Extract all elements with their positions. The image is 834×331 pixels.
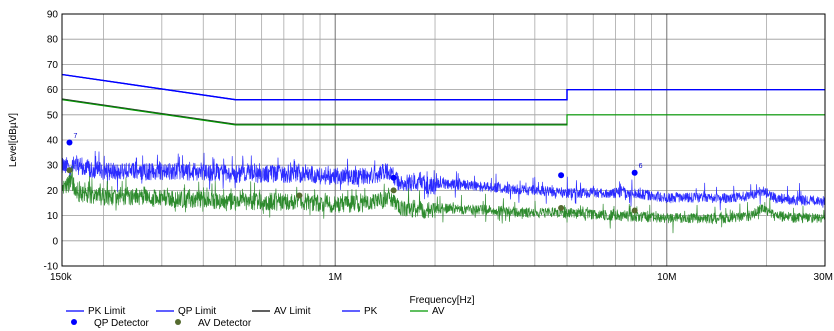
x-tick-label: 30M bbox=[814, 272, 833, 283]
legend-label: AV Detector bbox=[198, 318, 252, 329]
y-tick-label: -10 bbox=[44, 262, 59, 273]
av-detector-point bbox=[66, 167, 73, 174]
x-tick-label: 1M bbox=[328, 272, 342, 283]
limit-line-qp-limit bbox=[61, 73, 825, 101]
y-tick-label: 50 bbox=[47, 110, 59, 121]
qp-detector-point bbox=[66, 139, 73, 146]
y-tick-label: 80 bbox=[47, 35, 59, 46]
legend-label: AV Limit bbox=[274, 306, 311, 317]
grid bbox=[62, 13, 825, 267]
detector-points: 76 bbox=[66, 133, 643, 214]
legend: PK Limit QP Limit AV Limit PK AV QP Detector A… bbox=[66, 306, 445, 329]
av-detector-point bbox=[296, 192, 303, 199]
qp-detector-point bbox=[558, 172, 565, 179]
qp-detector-point bbox=[631, 169, 638, 176]
y-axis-label: Level[dBµV] bbox=[8, 113, 19, 167]
y-tick-label: 10 bbox=[47, 211, 59, 222]
av-detector-point bbox=[558, 205, 565, 212]
limit-line-av-edge bbox=[61, 98, 567, 125]
trace-pk bbox=[61, 150, 826, 211]
y-tick-label: 40 bbox=[47, 136, 59, 147]
legend-swatch bbox=[175, 319, 181, 325]
legend-swatch bbox=[71, 319, 77, 325]
limit-line-pk-limit bbox=[61, 73, 825, 101]
x-tick-label: 150k bbox=[50, 272, 73, 283]
y-tick-label: 60 bbox=[47, 85, 59, 96]
y-tick-label: 90 bbox=[47, 10, 59, 21]
y-tick-label: 30 bbox=[47, 161, 59, 172]
trace-av bbox=[61, 165, 826, 234]
y-tick-label: 20 bbox=[47, 186, 59, 197]
marker-label: 7 bbox=[73, 133, 77, 140]
x-axis-ticks: 150k 1M 10M 30M bbox=[50, 272, 833, 283]
legend-label: QP Limit bbox=[178, 306, 216, 317]
x-tick-label: 10M bbox=[657, 272, 676, 283]
measurement-traces bbox=[61, 150, 826, 234]
av-detector-point bbox=[631, 207, 638, 214]
legend-label: AV bbox=[432, 306, 445, 317]
limit-line-av-limit bbox=[61, 99, 825, 126]
legend-label: QP Detector bbox=[94, 318, 150, 329]
plot-frame bbox=[61, 13, 826, 267]
x-axis-label: Frequency[Hz] bbox=[409, 295, 474, 306]
legend-label: PK Limit bbox=[88, 306, 125, 317]
y-tick-label: 0 bbox=[52, 236, 58, 247]
qp-detector-point bbox=[390, 174, 397, 181]
y-axis-ticks: -10 0 10 20 30 40 50 60 70 80 90 bbox=[44, 10, 59, 273]
limit-lines bbox=[61, 73, 825, 126]
marker-label: 6 bbox=[639, 163, 643, 170]
legend-label: PK bbox=[364, 306, 378, 317]
av-detector-point bbox=[390, 187, 397, 194]
y-tick-label: 70 bbox=[47, 60, 59, 71]
